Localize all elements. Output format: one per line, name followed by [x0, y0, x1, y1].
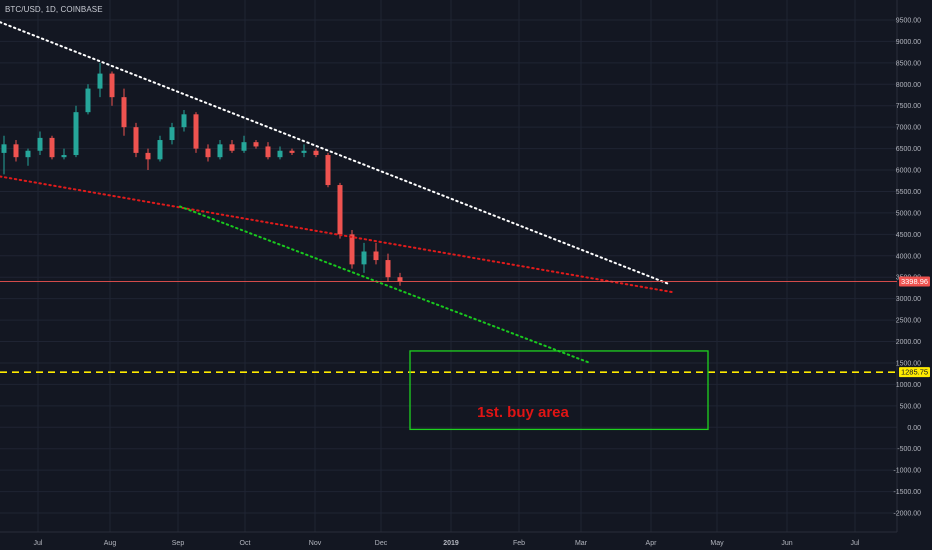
time-tick-label: Oct: [240, 540, 251, 547]
price-tick-label: -1000.00: [893, 468, 921, 475]
candle-body: [253, 142, 259, 147]
price-tick-label: 5000.00: [896, 210, 921, 217]
candle-body: [133, 127, 139, 153]
time-tick-label: Feb: [513, 540, 525, 547]
candle-body: [373, 251, 379, 261]
candle-body: [181, 114, 187, 128]
last-price-badge: 3398.96: [899, 276, 930, 287]
candle-body: [289, 150, 295, 153]
candle-body: [97, 73, 103, 89]
candle-body: [37, 137, 43, 151]
price-tick-label: 1500.00: [896, 360, 921, 367]
price-tick-label: 7000.00: [896, 125, 921, 132]
candle-body: [145, 152, 151, 160]
time-tick-label: Dec: [375, 540, 388, 547]
candle-body: [361, 251, 367, 265]
time-tick-label: Sep: [172, 540, 185, 547]
time-tick-label: Mar: [575, 540, 588, 547]
price-tick-label: -2000.00: [893, 511, 921, 518]
price-tick-label: 6500.00: [896, 146, 921, 153]
candle-body: [13, 144, 19, 158]
green-trendline: [179, 205, 591, 364]
buy-area-box: [409, 350, 709, 431]
time-tick-label: Jul: [34, 540, 43, 547]
price-tick-label: 7500.00: [896, 103, 921, 110]
candle-body: [1, 144, 7, 153]
candle-body: [349, 234, 355, 265]
price-tick-label: 6000.00: [896, 168, 921, 175]
buy-area-label: 1st. buy area: [477, 404, 569, 421]
candle-body: [229, 144, 235, 151]
grid: [0, 0, 897, 532]
candle-body: [109, 73, 115, 98]
price-tick-label: -500.00: [897, 446, 921, 453]
candles: [1, 62, 403, 286]
time-tick-label: Apr: [646, 540, 658, 547]
price-tick-label: 9000.00: [896, 39, 921, 46]
time-tick-label: Aug: [104, 540, 117, 547]
candle-body: [301, 150, 307, 153]
candle-body: [265, 146, 271, 158]
level-badge: 1285.75: [899, 367, 930, 378]
drawings: [0, 21, 897, 431]
last-price-label: 3398.96: [901, 277, 928, 286]
time-tick-label: Nov: [309, 540, 322, 547]
candle-body: [277, 150, 283, 158]
time-tick-label: 2019: [443, 540, 459, 547]
price-tick-label: 0.00: [907, 425, 921, 432]
candle-body: [157, 140, 163, 160]
red-trendline: [0, 175, 674, 294]
candle-body: [385, 260, 391, 278]
price-axis[interactable]: 9500.00 9000.00 8500.00 8000.00 7500.00 7000.…: [893, 0, 921, 532]
price-tick-label: 8000.00: [896, 82, 921, 89]
candle-body: [241, 142, 247, 151]
candle-body: [337, 185, 343, 235]
symbol-title: BTC/USD, 1D, COINBASE: [5, 5, 103, 14]
candle-body: [61, 155, 67, 158]
candle-body: [49, 137, 55, 158]
level-price-label: 1285.75: [901, 368, 928, 377]
price-tick-label: 1000.00: [896, 382, 921, 389]
candle-body: [169, 127, 175, 141]
price-tick-label: 4500.00: [896, 232, 921, 239]
candle-body: [121, 97, 127, 128]
price-tick-label: 8500.00: [896, 60, 921, 67]
price-tick-label: 9500.00: [896, 18, 921, 25]
time-axis[interactable]: Jul Aug Sep Oct Nov Dec 2019 Feb Mar Apr May Jun Jul: [0, 531, 897, 547]
candle-body: [25, 150, 31, 158]
time-tick-label: Jun: [781, 540, 792, 547]
white-trendline: [0, 21, 669, 285]
time-tick-label: May: [710, 540, 724, 547]
price-tick-label: 2500.00: [896, 318, 921, 325]
price-tick-label: 500.00: [900, 403, 922, 410]
price-tick-label: 5500.00: [896, 189, 921, 196]
candle-body: [85, 88, 91, 113]
price-tick-label: 2000.00: [896, 339, 921, 346]
candle-body: [325, 155, 331, 186]
candle-body: [397, 277, 403, 282]
candle-body: [193, 114, 199, 149]
candle-body: [217, 144, 223, 158]
candle-body: [73, 112, 79, 156]
price-tick-label: 3000.00: [896, 296, 921, 303]
price-tick-label: -1500.00: [893, 489, 921, 496]
price-tick-label: 4000.00: [896, 253, 921, 260]
candle-body: [205, 148, 211, 158]
candle-body: [313, 150, 319, 156]
time-tick-label: Jul: [851, 540, 860, 547]
